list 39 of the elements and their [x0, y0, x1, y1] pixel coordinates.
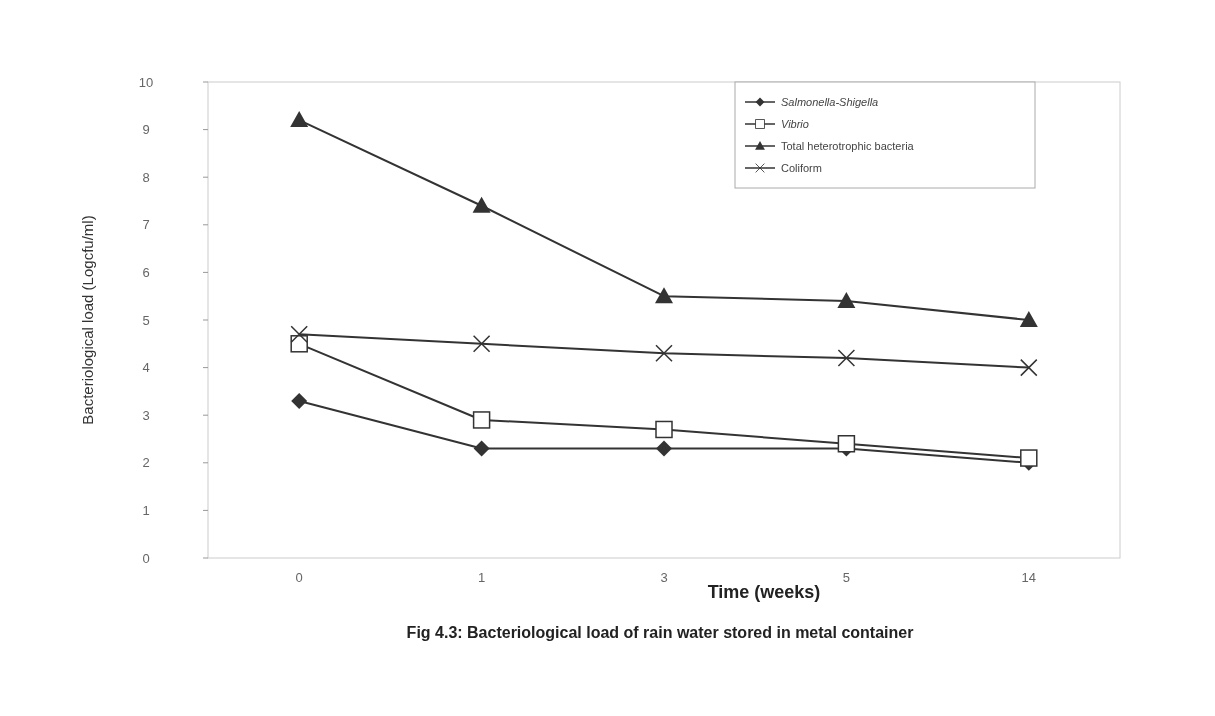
y-tick-label: 7 — [142, 217, 150, 233]
y-tick-label: 3 — [142, 407, 150, 423]
y-tick-label: 8 — [142, 169, 150, 185]
x-axis-title: Time (weeks) — [707, 582, 821, 602]
x-tick-label: 14 — [1021, 570, 1037, 585]
legend-label: Salmonella-Shigella — [781, 95, 879, 108]
point — [655, 287, 673, 304]
legend-label: Coliform — [781, 161, 822, 174]
x-tick-label: 0 — [295, 570, 303, 585]
point — [290, 111, 309, 128]
point — [290, 325, 308, 344]
x-tick-label: 5 — [842, 570, 851, 585]
y-tick-label: 9 — [142, 122, 150, 138]
y-tick-label: 1 — [142, 502, 150, 518]
point — [472, 335, 491, 353]
y-axis-title: Bacteriological load (Logcfu/ml) — [79, 215, 96, 425]
point — [473, 440, 490, 457]
point — [291, 392, 308, 409]
point — [655, 420, 673, 439]
y-tick-label: 2 — [142, 455, 150, 471]
point — [837, 349, 856, 367]
point — [837, 291, 856, 308]
point — [472, 196, 491, 213]
y-tick-label: 10 — [138, 74, 154, 90]
point — [656, 440, 672, 457]
y-tick-label: 6 — [142, 264, 150, 280]
legend-label: Total heterotrophic bacteria — [781, 139, 915, 152]
point — [1020, 358, 1038, 377]
x-tick-label: 3 — [660, 570, 668, 585]
point — [472, 411, 491, 429]
y-tick-label: 5 — [142, 312, 150, 328]
y-tick-label: 0 — [142, 550, 150, 566]
y-tick-label: 4 — [142, 360, 150, 376]
point — [655, 344, 673, 363]
caption: Fig 4.3: Bacteriological load of rain water stored in metal container — [406, 624, 914, 641]
x-tick-label: 1 — [477, 570, 486, 585]
point — [1020, 449, 1038, 467]
point — [1019, 311, 1038, 327]
legend-label: Vibrio — [781, 117, 809, 130]
